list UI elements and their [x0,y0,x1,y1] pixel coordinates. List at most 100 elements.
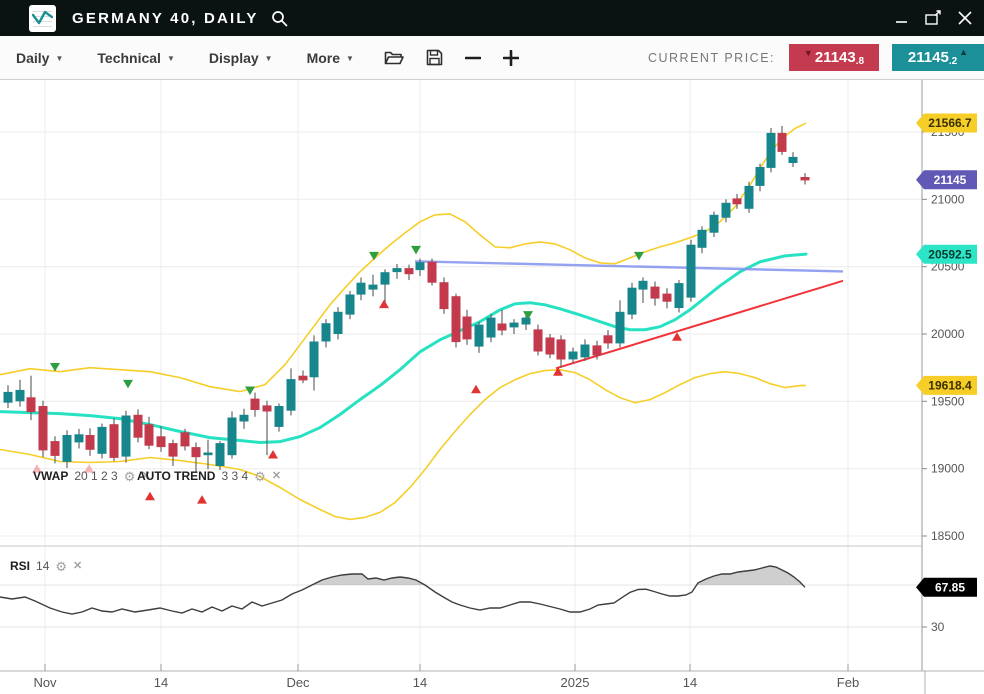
buy-signal-icon [379,299,389,309]
candle-bull [474,324,484,347]
sell-signal-icon [369,251,379,261]
zoom-in-icon[interactable] [502,49,519,66]
candle-bull [627,287,637,315]
chart-area[interactable]: 2150021000205002000019500190001850030Nov… [0,80,984,694]
candle-bear [662,293,672,302]
zoom-out-icon[interactable] [464,50,481,66]
buy-signal-icon [471,384,481,394]
candle-bull [62,435,72,462]
candle-bear [298,375,308,381]
candle-bull [215,443,225,466]
date-tick-label: 14 [154,675,168,690]
buy-signal-icon [197,495,207,504]
candle-bear [180,432,190,447]
close-button[interactable] [954,7,976,29]
search-icon[interactable] [271,10,288,27]
candle-bear [497,323,507,331]
gear-icon[interactable]: ⚙ [254,468,266,484]
axis-tick-label: 18500 [931,529,965,543]
price-badge-value: 67.85 [935,580,965,594]
menu-daily[interactable]: Daily ▼ [14,46,65,70]
axis-tick-label: 19000 [931,462,965,476]
candle-bear [50,441,60,456]
price-badge [916,375,977,395]
axis-tick-label: 19500 [931,394,965,408]
axis-tick-label: 30 [931,620,945,634]
autotrend-params: 3 3 4 [221,469,249,483]
close-icon[interactable]: ✕ [141,469,151,482]
candle-bull [121,415,131,457]
axis-tick-label: 21000 [931,192,965,206]
candle-bear [777,132,787,152]
candle-bull [227,417,237,456]
buy-signal-icon [672,332,682,341]
candle-bear [109,424,119,458]
candle-bull [239,414,249,422]
vwap-indicator-legend: VWAP 20 1 2 3 ⚙ ✕ [33,469,151,483]
sell-signal-icon [123,379,133,389]
titlebar: GERMANY 40, DAILY [0,0,984,36]
candle-bull [568,351,578,360]
candle-bear [439,282,449,310]
bollinger-lower-band [0,368,807,521]
candle-bull [615,311,625,344]
minimize-button[interactable] [890,7,912,29]
candle-bear [732,198,742,205]
vwap-name: VWAP [33,469,69,483]
candle-bear [427,261,437,283]
arrow-down-icon: ▼ [803,48,813,58]
axis-tick-label: 20000 [931,327,965,341]
chart-canvas[interactable]: 2150021000205002000019500190001850030Nov… [0,80,984,694]
price-badge [916,170,977,190]
popout-button[interactable] [922,7,944,29]
buy-signal-icon [268,450,278,459]
menu-display[interactable]: Display ▼ [207,46,275,70]
candle-bear [38,406,48,451]
menu-daily-label: Daily [16,49,50,66]
candle-bull [744,185,754,209]
candle-bear [451,296,461,343]
toolbar: Daily ▼ Technical ▼ Display ▼ More ▼ [0,36,984,80]
candle-bear [156,436,166,448]
candle-bear [250,398,260,410]
rsi-overbought-fill [0,566,805,585]
menu-more-label: More [306,49,341,66]
price-badge [916,577,977,597]
price-badge-value: 21145 [934,173,967,187]
candle-bear [26,397,36,413]
autotrend-name: AUTO TREND [137,469,216,483]
candle-bear [592,345,602,356]
chevron-down-icon: ▼ [346,54,354,63]
gear-icon[interactable]: ⚙ [123,468,136,484]
candle-bull [309,341,319,378]
candle-bull [788,156,798,163]
price-badge-value: 19618.4 [928,379,972,393]
rsi-indicator-legend: RSI 14 ⚙ ✕ [10,559,82,573]
candle-bull [274,406,284,427]
close-icon[interactable]: ✕ [271,469,282,482]
candle-bear [603,335,613,344]
candle-bull [345,294,355,315]
rsi-params: 14 [36,559,50,573]
bid-price-badge: ▼ 21143.8 [789,44,879,71]
candle-bear [533,329,543,352]
gear-icon[interactable]: ⚙ [55,558,68,574]
menu-technical[interactable]: Technical ▼ [95,46,176,70]
rsi-line [0,565,806,615]
candle-bull [392,268,402,273]
bollinger-upper-band [0,122,807,393]
vwap-params: 20 1 2 3 [74,469,118,483]
save-icon[interactable] [426,49,443,66]
date-axis[interactable]: Nov 14 Dec 14 2025 14 Feb [33,664,859,690]
candle-bull [368,284,378,290]
chevron-down-icon: ▼ [55,54,64,63]
candle-bear [191,447,201,458]
close-icon[interactable]: ✕ [73,559,83,572]
price-badge-value: 21566.7 [928,116,972,130]
window-controls [890,0,976,36]
price-badge-value: 20592.5 [928,247,972,261]
open-folder-icon[interactable] [384,50,404,66]
candle-bull [638,280,648,290]
menu-more[interactable]: More ▼ [305,46,356,70]
